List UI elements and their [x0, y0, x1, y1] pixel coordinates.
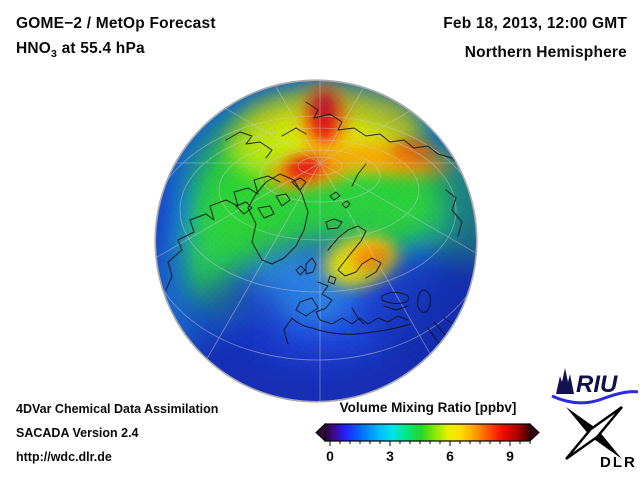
version-label: SACADA Version 2.4 — [16, 426, 139, 440]
species-subscript: 3 — [51, 48, 58, 61]
dlr-logo: DLR — [565, 406, 637, 471]
graticule-grid — [156, 81, 476, 401]
riu-swoosh-icon — [551, 390, 639, 405]
dlr-logo-text: DLR — [600, 454, 637, 471]
species-name: HNO — [16, 40, 52, 57]
globe-rim — [154, 79, 478, 403]
colorbar-tick-label: 9 — [506, 448, 514, 464]
colorbar-tick-label: 3 — [386, 448, 394, 464]
species-level-label: HNO3 at 55.4 hPa — [16, 40, 145, 60]
colorbar-left-arrow — [315, 422, 326, 443]
coastlines — [165, 101, 473, 359]
limb-shading — [156, 81, 476, 401]
colorbar-gradient-bar — [324, 423, 531, 442]
colorbar-right-arrow — [529, 422, 540, 443]
hemisphere-label: Northern Hemisphere — [464, 44, 627, 61]
riu-cathedral-icon — [556, 368, 574, 394]
colorbar — [315, 422, 540, 446]
dlr-star-outline-icon — [565, 406, 623, 460]
colorbar-ticks — [329, 441, 531, 446]
riu-logo: RIU — [551, 368, 639, 405]
riu-logo-text: RIU — [576, 371, 618, 398]
colorbar-title: Volume Mixing Ratio [ppbv] — [339, 400, 517, 415]
pressure-level: at 55.4 hPa — [57, 40, 145, 57]
colorbar-tick-label: 6 — [446, 448, 454, 464]
website-url: http://wdc.dlr.de — [16, 450, 112, 464]
colorbar-tick-label: 0 — [326, 448, 334, 464]
datetime-label: Feb 18, 2013, 12:00 GMT — [443, 15, 627, 32]
page-title: GOME−2 / MetOp Forecast — [16, 15, 216, 32]
assimilation-label: 4DVar Chemical Data Assimilation — [16, 402, 219, 416]
